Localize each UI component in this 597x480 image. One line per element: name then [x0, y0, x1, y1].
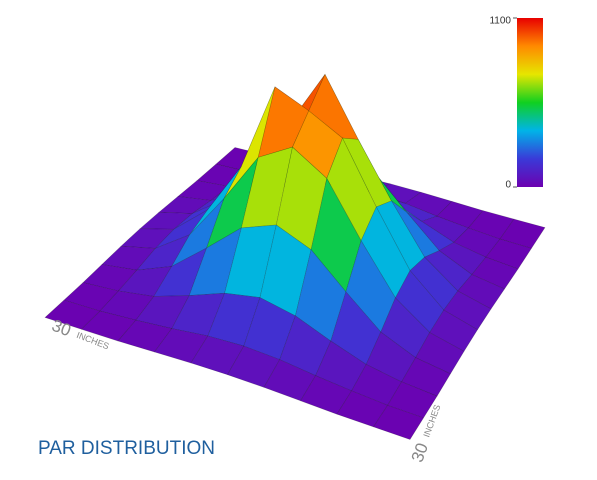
colorbar-tick-label: 1100 — [489, 16, 511, 27]
surface-patch — [415, 332, 465, 375]
surface-patch — [387, 381, 438, 419]
colorbar-tick-label: 0 — [505, 180, 511, 191]
surface-patch — [373, 404, 424, 440]
surface-patch — [429, 309, 478, 352]
chart-title: PAR DISTRIBUTION — [38, 438, 215, 459]
colorbar — [517, 18, 543, 187]
surface — [44, 73, 546, 440]
y-extent-length: 30 — [408, 441, 432, 465]
